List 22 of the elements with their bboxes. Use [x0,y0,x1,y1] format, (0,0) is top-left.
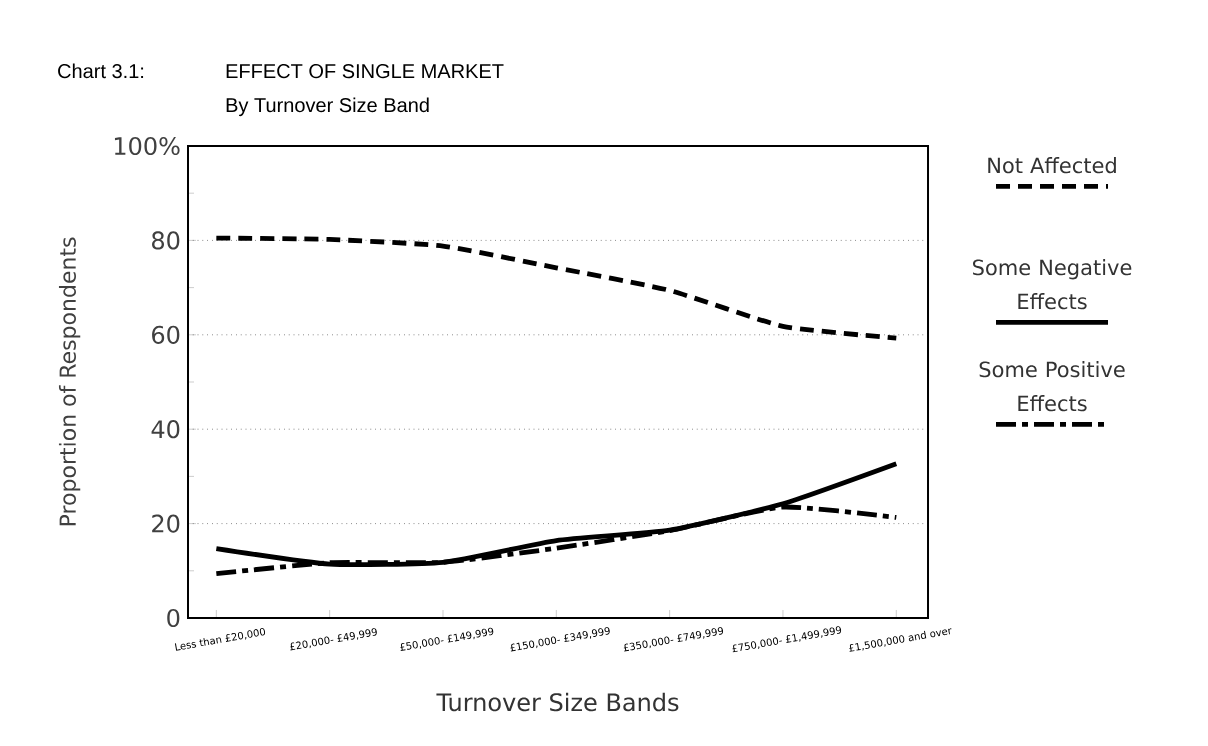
x-axis-title: Turnover Size Bands [436,692,679,712]
x-tick-label: £150,000- £349,999 [510,627,610,652]
caption: Chart 3.1: [58,63,144,79]
y-tick-label: 0 [167,608,180,628]
x-tick-label: £750,000- £1,499,999 [732,626,842,653]
x-tick-label: £20,000- £49,999 [290,628,377,651]
y-tick-label: 60 [152,325,180,344]
x-tick-label: Less than £20,000 [174,628,266,651]
y-axis-title: Proportion of Respondents [58,237,81,526]
x-tick-label: £350,000- £749,999 [623,627,724,652]
y-tick-label: 20 [152,514,180,533]
text: Some Positive Effects [979,361,1125,412]
chart-title: EFFECT OF SINGLE MARKET [226,64,504,79]
text: Some Negative Effects [972,259,1132,310]
line-series [213,235,899,341]
y-tick-label: 80 [152,231,180,250]
x-tick-label: £1,500,000 and over [849,628,952,652]
y-tick-label: 40 [151,420,180,439]
x-tick-label: £50,000- £149,999 [400,627,494,651]
text: Not Affected [988,157,1116,174]
chart-subtitle: By Turnover Size Band [226,97,429,117]
y-tick-label: 100% [114,136,180,156]
